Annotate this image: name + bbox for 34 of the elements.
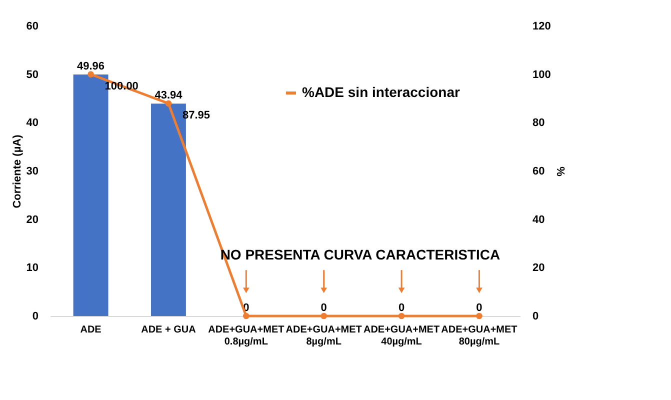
point [165,100,172,107]
y2-tick-label: 40 [532,214,545,226]
y2-axis-title: % [554,166,566,177]
y2-tick-label: 100 [532,68,551,81]
x-tick-label: ADE+GUA+MET 0.8µg/mL [208,324,284,348]
x-tick-label: ADE+GUA+MET 40µg/mL [363,324,440,348]
point [88,71,94,78]
y-tick-label: 60 [26,20,38,32]
y2-tick-label: 20 [532,262,545,274]
x-tick-label: ADE+GUA+MET 80µg/mL [441,324,518,348]
point [320,312,328,320]
data-label: 49.96 [77,60,105,73]
y2-tick-label: 60 [532,166,545,178]
y-tick-label: 50 [26,68,38,81]
data-label: 0 [320,302,327,314]
x-tick-label: ADE+GUA+MET 8µg/mL [286,324,362,348]
y-tick-label: 20 [26,214,38,226]
point [242,312,250,320]
point [398,312,405,320]
point [476,312,482,320]
data-label: 0 [476,302,482,314]
x-tick-label: ADE + GUA [141,324,196,336]
y-tick-label: 30 [26,166,38,178]
y2-tick-label: 120 [532,20,551,32]
y-axis-title: Corriente (µA) [11,134,24,208]
y2-tick-label: 0 [532,310,539,322]
legend-label: %ADE sin interaccionar [302,84,460,100]
x-tick-label: ADE [80,324,102,336]
y2-tick-label: 80 [532,117,545,130]
data-label: 43.94 [154,90,184,102]
data-label: 0 [398,302,405,314]
y-tick-label: 0 [32,310,38,322]
y-tick-label: 40 [26,117,38,130]
y-tick-label: 10 [26,262,38,274]
